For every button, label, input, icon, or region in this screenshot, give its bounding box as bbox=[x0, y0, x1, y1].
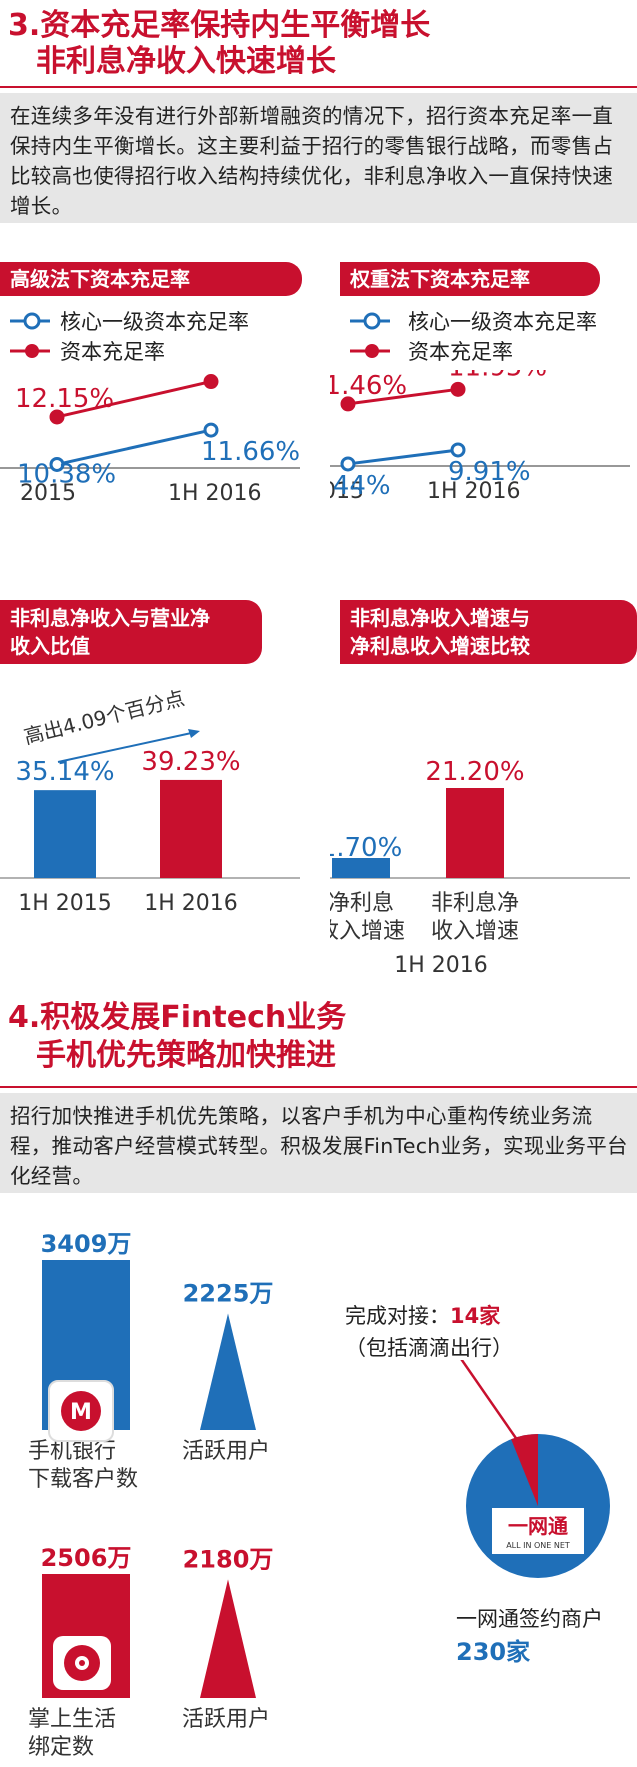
data-label: 2506万 bbox=[41, 1544, 132, 1572]
chart4-plot: 1.70% 净利息收入增速 21.20% 非利息净收入增速 1H 2016 bbox=[330, 757, 630, 978]
chart2-plot: 2015 1H 2016 9.44% 9.91% 11.46% 11.95% bbox=[330, 370, 630, 504]
annotation-arrowhead bbox=[188, 729, 200, 738]
data-label: 1.70% bbox=[330, 833, 402, 863]
annotation-arrow bbox=[57, 731, 197, 763]
bar bbox=[332, 858, 390, 878]
bar bbox=[160, 779, 222, 878]
pie-callout-line bbox=[460, 1360, 522, 1445]
series-line bbox=[56, 380, 212, 419]
cmb-logo-icon: M bbox=[48, 1380, 114, 1442]
section4-divider bbox=[0, 1086, 637, 1088]
pie-title: 一网通签约商户 bbox=[456, 1607, 603, 1631]
data-label: 13.47% bbox=[181, 370, 280, 373]
section3-title-line2: 非利息净收入快速增长 bbox=[36, 44, 336, 79]
x-tick-label: 1H 2015 bbox=[18, 891, 112, 916]
logo-text: 一网通 bbox=[508, 1514, 568, 1538]
svg-text:M: M bbox=[70, 1400, 92, 1425]
x-tick-label: 2015 bbox=[330, 479, 364, 504]
chart1-legend-core-marker bbox=[10, 312, 50, 330]
x-tick-label: 1H 2016 bbox=[144, 891, 238, 916]
section3-divider bbox=[0, 86, 637, 88]
data-point bbox=[340, 396, 356, 412]
chart2-legend-total-label: 资本充足率 bbox=[408, 340, 513, 364]
pie-annotation-1: 完成对接：14家 bbox=[345, 1304, 501, 1328]
chart1-legend-total-marker bbox=[10, 344, 50, 358]
x-tick-label: 手机银行 bbox=[28, 1439, 116, 1464]
section4-title-line2: 手机优先策略加快推进 bbox=[36, 1038, 336, 1073]
bar bbox=[34, 790, 96, 878]
x-tick-label: 收入增速 bbox=[330, 919, 405, 944]
x-tick-label: 掌上生活 bbox=[28, 1707, 116, 1732]
data-label: 9.44% bbox=[330, 471, 391, 501]
triangle-bar bbox=[200, 1313, 256, 1430]
data-label: 35.14% bbox=[15, 757, 114, 787]
bar bbox=[446, 788, 504, 878]
chart2-legend-total-marker bbox=[350, 344, 390, 358]
chart1-legend-core-label: 核心一级资本充足率 bbox=[60, 310, 249, 334]
chart2-legend-core-label: 核心一级资本充足率 bbox=[408, 310, 597, 334]
triangle-bar bbox=[200, 1579, 256, 1698]
logo-box bbox=[492, 1508, 584, 1554]
section3-intro: 在连续多年没有进行外部新增融资的情况下，招行资本充足率一直保持内生平衡增长。这主… bbox=[0, 93, 637, 223]
chart3-title: 非利息净收入与营业净 收入比值 bbox=[0, 600, 262, 664]
data-point bbox=[49, 456, 65, 472]
chart4-title: 非利息净收入增速与 净利息收入增速比较 bbox=[340, 600, 637, 664]
section3-title-line1: 3.资本充足率保持内生平衡增长 bbox=[8, 8, 431, 43]
data-point bbox=[203, 374, 219, 390]
data-point bbox=[450, 442, 466, 458]
x-tick-label: 绑定数 bbox=[28, 1735, 94, 1760]
series-line bbox=[347, 387, 459, 406]
data-label: 10.38% bbox=[17, 459, 116, 489]
data-label: 9.91% bbox=[448, 457, 531, 487]
chart1-legend-total-label: 资本充足率 bbox=[60, 340, 165, 364]
section4-intro: 招行加快推进手机优先策略，以客户手机为中心重构传统业务流程，推动客户经营模式转型… bbox=[0, 1093, 637, 1193]
chart2-legend-core-marker bbox=[350, 312, 390, 330]
chart1-title: 高级法下资本充足率 bbox=[0, 262, 302, 296]
data-label: 39.23% bbox=[141, 747, 240, 777]
x-tick-label: 1H 2016 bbox=[168, 481, 262, 506]
pie-annotation-2: （包括滴滴出行） bbox=[345, 1336, 513, 1360]
data-label: 2180万 bbox=[183, 1545, 274, 1573]
series-line bbox=[56, 428, 212, 466]
x-tick-label: 活跃用户 bbox=[182, 1439, 270, 1464]
x-axis-label: 1H 2016 bbox=[394, 953, 488, 978]
x-tick-label: 活跃用户 bbox=[182, 1707, 270, 1732]
data-label: 21.20% bbox=[425, 757, 524, 787]
series-line bbox=[347, 448, 459, 466]
x-tick-label: 1H 2016 bbox=[427, 479, 521, 504]
data-point bbox=[203, 422, 219, 438]
x-tick-label: 收入增速 bbox=[431, 919, 519, 944]
data-point bbox=[340, 456, 356, 472]
data-label: 12.15% bbox=[15, 384, 114, 414]
x-tick-label: 非利息净 bbox=[431, 891, 519, 916]
data-point bbox=[49, 409, 65, 425]
data-label: 3409万 bbox=[41, 1230, 132, 1258]
data-label: 11.46% bbox=[330, 371, 407, 401]
data-point bbox=[450, 381, 466, 397]
pie-total-label: 230家 bbox=[456, 1638, 531, 1666]
chart1-plot: 2015 1H 2016 10.38% 11.66% 12.15% 13.47% bbox=[0, 370, 300, 506]
pie-slice-highlight bbox=[511, 1434, 538, 1506]
chart7-pie: 一网通 ALL IN ONE NET bbox=[460, 1360, 610, 1578]
x-tick-label: 2015 bbox=[20, 481, 76, 506]
life-app-logo-icon bbox=[53, 1636, 111, 1690]
logo-subtext: ALL IN ONE NET bbox=[506, 1541, 570, 1550]
x-tick-label: 净利息 bbox=[330, 891, 394, 916]
data-label: 11.66% bbox=[201, 437, 300, 467]
data-label: 2225万 bbox=[183, 1279, 274, 1307]
data-label: 11.95% bbox=[448, 370, 547, 382]
x-tick-label: 下载客户数 bbox=[28, 1467, 138, 1492]
section4-title-line1: 4.积极发展Fintech业务 bbox=[8, 1000, 347, 1035]
chart2-title: 权重法下资本充足率 bbox=[340, 262, 600, 296]
